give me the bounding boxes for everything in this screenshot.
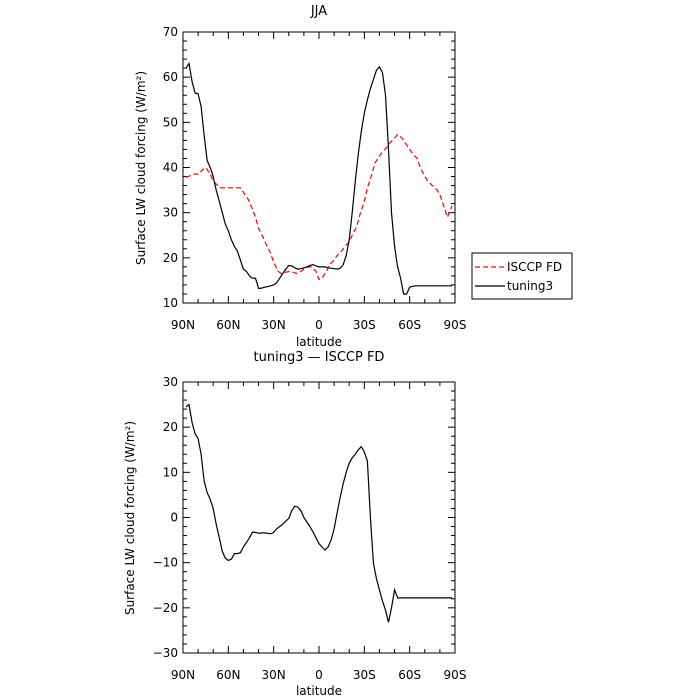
top-ytick-label: 30 [163,206,178,220]
bottom-series-line-1 [185,403,452,623]
top-ylabel: Surface LW cloud forcing (W/m²) [134,71,148,265]
top-xtick-label: 90S [444,318,467,332]
bottom-ytick-label: −10 [153,556,178,570]
bottom-xtick-label: 90N [171,668,195,682]
top-ytick-label: 50 [163,115,178,129]
top-ytick-label: 60 [163,70,178,84]
bottom-series-lines [185,403,452,623]
legend-box [471,252,573,300]
top-series-lines [185,62,453,295]
legend-label-tuning3: tuning3 [507,279,553,293]
top-plot-frame [182,31,456,304]
bottom-ytick-label: −20 [153,601,178,615]
bottom-xtick-label: 0 [315,668,323,682]
top-xtick-label: 0 [315,318,323,332]
top-ytick-label: 70 [163,25,178,39]
top-xtick-label: 60N [216,318,240,332]
bottom-xtick-label: 30S [353,668,376,682]
top-xlabel: latitude [296,335,342,349]
top-panel: JJA 90N 60N 30N 0 30S 60S 90S 10 20 30 40 50 60 70 la… [134,4,466,349]
bottom-xtick-label: 30N [262,668,286,682]
bottom-xtick-label: 90S [444,668,467,682]
bottom-ytick-label: 10 [163,465,178,479]
bottom-panel: tuning3 — ISCCP FD 90N 60N 30N 0 30S 60S 90S −3… [123,350,466,698]
bottom-xlabel: latitude [296,684,342,698]
top-xtick-label: 60S [398,318,421,332]
top-xtick-label: 30S [353,318,376,332]
bottom-xtick-label: 60N [216,668,240,682]
bottom-ticks: 90N 60N 30N 0 30S 60S 90S −30 −20 −10 0 10 20 30 [153,375,467,682]
bottom-ytick-label: 20 [163,420,178,434]
top-ticks: 90N 60N 30N 0 30S 60S 90S 10 20 30 40 50 60 70 [163,25,467,332]
top-series-line-2 [185,62,452,295]
bottom-title: tuning3 — ISCCP FD [254,350,385,365]
top-ytick-label: 10 [163,296,178,310]
top-series-line-1 [185,133,453,281]
bottom-ylabel: Surface LW cloud forcing (W/m²) [123,421,137,615]
bottom-plot-frame [182,381,456,654]
bottom-ytick-label: 0 [170,511,178,525]
legend-label-isccp: ISCCP FD [507,260,562,274]
top-xtick-label: 90N [171,318,195,332]
legend: ISCCP FD tuning3 [471,252,573,300]
bottom-xtick-label: 60S [398,668,421,682]
top-ytick-label: 40 [163,161,178,175]
top-ytick-label: 20 [163,251,178,265]
bottom-ytick-label: 30 [163,375,178,389]
top-xtick-label: 30N [262,318,286,332]
top-title: JJA [310,4,327,19]
bottom-ytick-label: −30 [153,646,178,660]
